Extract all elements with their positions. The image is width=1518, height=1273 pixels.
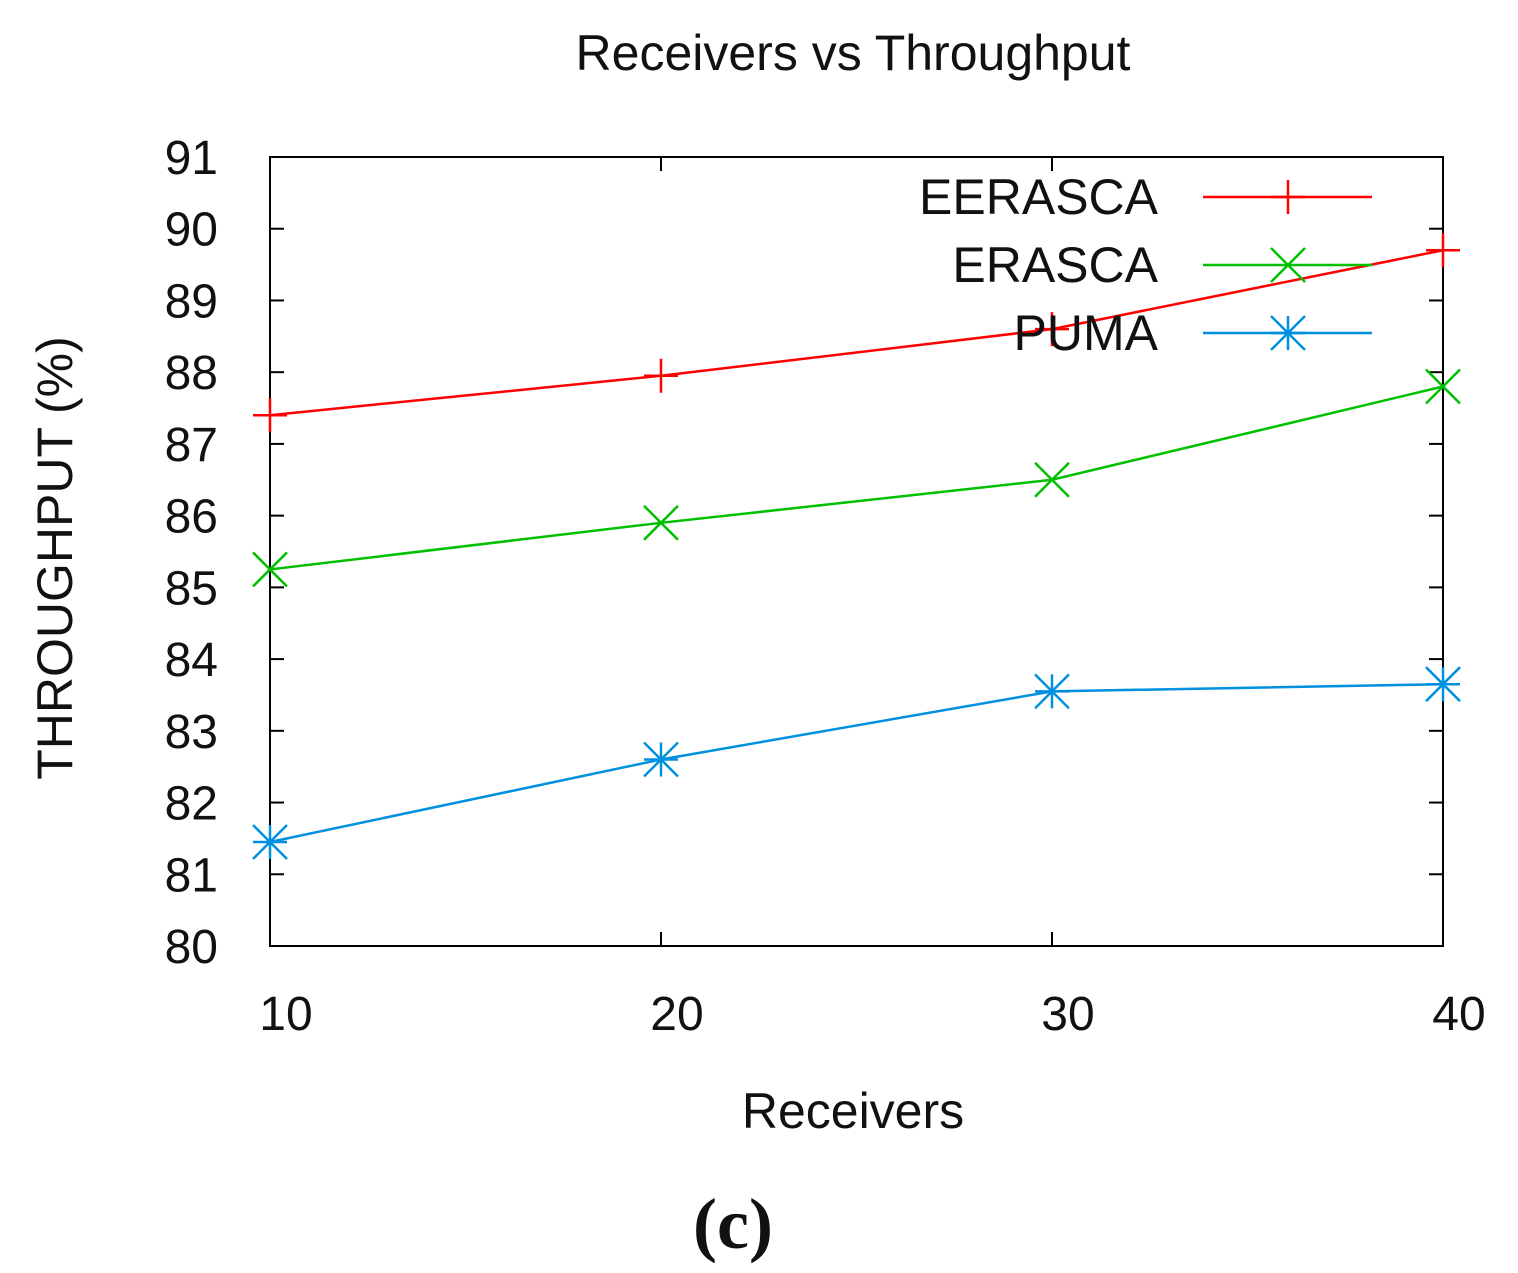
legend: EERASCA ERASCA PUMA [919, 169, 1372, 361]
legend-swatch-marker [1271, 180, 1305, 214]
x-tick-label: 30 [1041, 988, 1094, 1041]
plot-series [252, 233, 1461, 860]
data-point [643, 741, 679, 778]
legend-label: PUMA [1014, 305, 1159, 361]
series-erasca [252, 368, 1461, 588]
data-point [1426, 233, 1460, 268]
series-eerasca [253, 233, 1460, 433]
x-tick-label: 20 [650, 988, 703, 1041]
x-tick-label: 10 [259, 988, 312, 1041]
axes: 80 81 82 83 84 85 86 87 88 89 90 91 10 20 30 40 [165, 132, 1486, 1041]
legend-swatch-marker [1270, 315, 1306, 351]
data-point [252, 551, 288, 588]
data-point [1425, 368, 1461, 405]
y-tick-label: 80 [165, 921, 218, 974]
y-tick-label: 89 [165, 275, 218, 328]
y-tick-label: 81 [165, 849, 218, 902]
legend-swatch-marker [1270, 247, 1306, 283]
y-tick-label: 83 [165, 706, 218, 759]
series-line [269, 682, 1444, 844]
series-line [269, 249, 1444, 417]
data-point [643, 504, 679, 541]
x-axis-label: Receivers [742, 1083, 964, 1139]
data-point [1034, 673, 1070, 710]
plot-frame [269, 156, 1444, 947]
data-point [644, 358, 678, 393]
data-point [1425, 666, 1461, 703]
legend-item: PUMA [1014, 305, 1372, 361]
data-point [1034, 461, 1070, 498]
x-tick-label: 40 [1432, 988, 1485, 1041]
series-puma [252, 666, 1461, 860]
y-axis-label: THROUGHPUT (%) [27, 336, 83, 780]
legend-item: EERASCA [919, 169, 1372, 225]
y-tick-label: 86 [165, 491, 218, 544]
data-point [1035, 312, 1069, 347]
y-tick-label: 90 [165, 204, 218, 257]
figure-caption: (c) [693, 1184, 773, 1264]
y-tick-label: 88 [165, 347, 218, 400]
legend-item: ERASCA [952, 237, 1372, 293]
legend-label: ERASCA [952, 237, 1158, 293]
data-point [253, 398, 287, 433]
y-tick-label: 91 [165, 132, 218, 185]
series-line [269, 385, 1444, 571]
y-tick-label: 84 [165, 634, 218, 687]
legend-label: EERASCA [919, 169, 1159, 225]
y-tick-label: 87 [165, 419, 218, 472]
y-tick-label: 82 [165, 778, 218, 831]
data-point [252, 824, 288, 860]
chart-title: Receivers vs Throughput [576, 25, 1131, 81]
y-tick-label: 85 [165, 562, 218, 615]
